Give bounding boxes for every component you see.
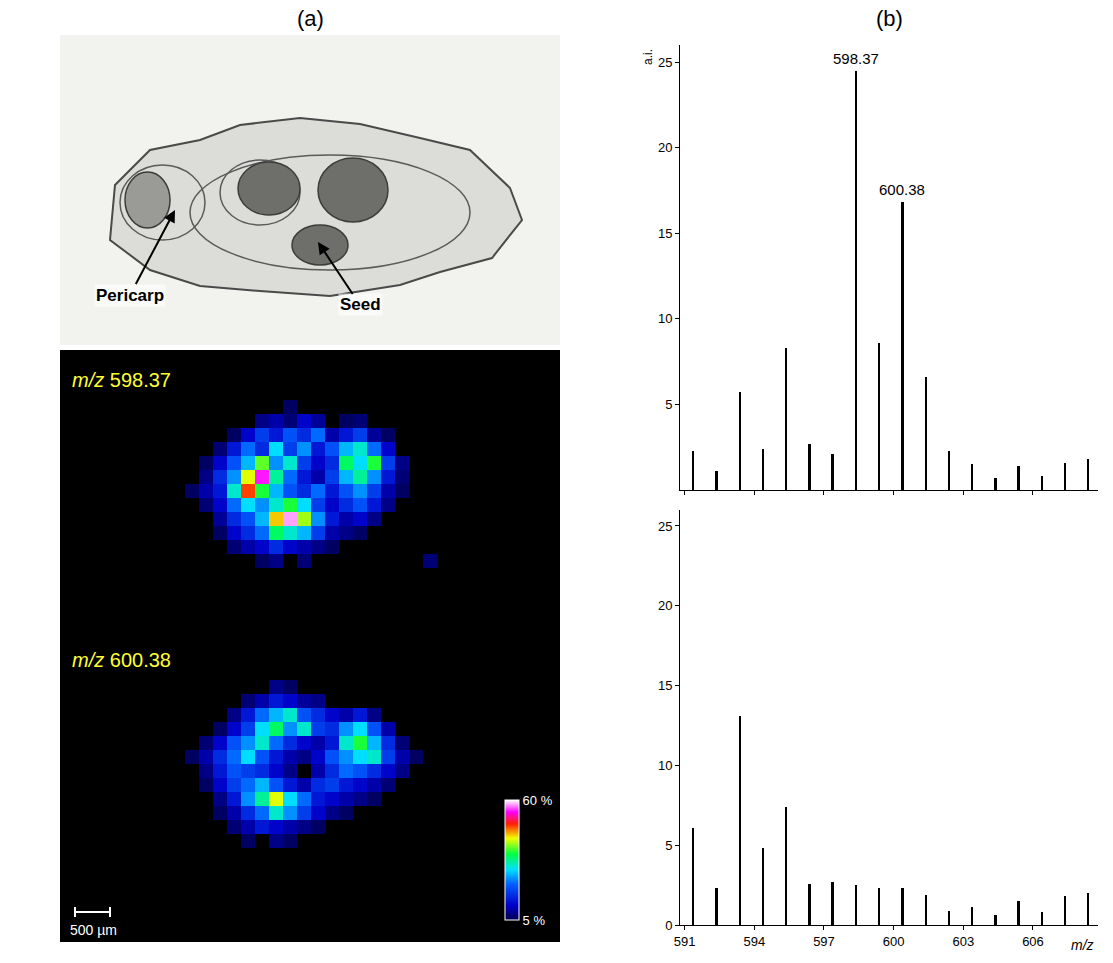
svg-text:a.i.: a.i. bbox=[641, 49, 655, 65]
svg-text:(b): (b) bbox=[876, 6, 903, 31]
svg-text:15: 15 bbox=[658, 226, 672, 241]
svg-text:597: 597 bbox=[813, 934, 835, 949]
svg-text:m/z: m/z bbox=[1071, 937, 1094, 953]
svg-text:500 µm: 500 µm bbox=[70, 922, 117, 938]
svg-text:20: 20 bbox=[658, 598, 672, 613]
svg-text:5 %: 5 % bbox=[523, 913, 546, 928]
svg-text:25: 25 bbox=[658, 55, 672, 70]
svg-text:600.38: 600.38 bbox=[879, 181, 925, 198]
svg-text:Seed: Seed bbox=[340, 295, 381, 314]
svg-text:20: 20 bbox=[658, 140, 672, 155]
svg-text:m/z 598.37: m/z 598.37 bbox=[72, 369, 171, 391]
svg-text:594: 594 bbox=[743, 934, 765, 949]
svg-text:25: 25 bbox=[658, 519, 672, 534]
svg-text:Pericarp: Pericarp bbox=[96, 286, 164, 305]
svg-text:10: 10 bbox=[658, 758, 672, 773]
svg-text:10: 10 bbox=[658, 311, 672, 326]
svg-text:598.37: 598.37 bbox=[833, 50, 879, 67]
svg-text:(a): (a) bbox=[297, 6, 324, 31]
svg-text:603: 603 bbox=[952, 934, 974, 949]
svg-text:60 %: 60 % bbox=[523, 793, 553, 808]
svg-text:15: 15 bbox=[658, 678, 672, 693]
svg-text:0: 0 bbox=[665, 918, 672, 933]
svg-text:600: 600 bbox=[883, 934, 905, 949]
svg-text:5: 5 bbox=[665, 397, 672, 412]
svg-text:5: 5 bbox=[665, 838, 672, 853]
svg-text:591: 591 bbox=[674, 934, 696, 949]
svg-text:606: 606 bbox=[1022, 934, 1044, 949]
svg-text:m/z 600.38: m/z 600.38 bbox=[72, 649, 171, 671]
